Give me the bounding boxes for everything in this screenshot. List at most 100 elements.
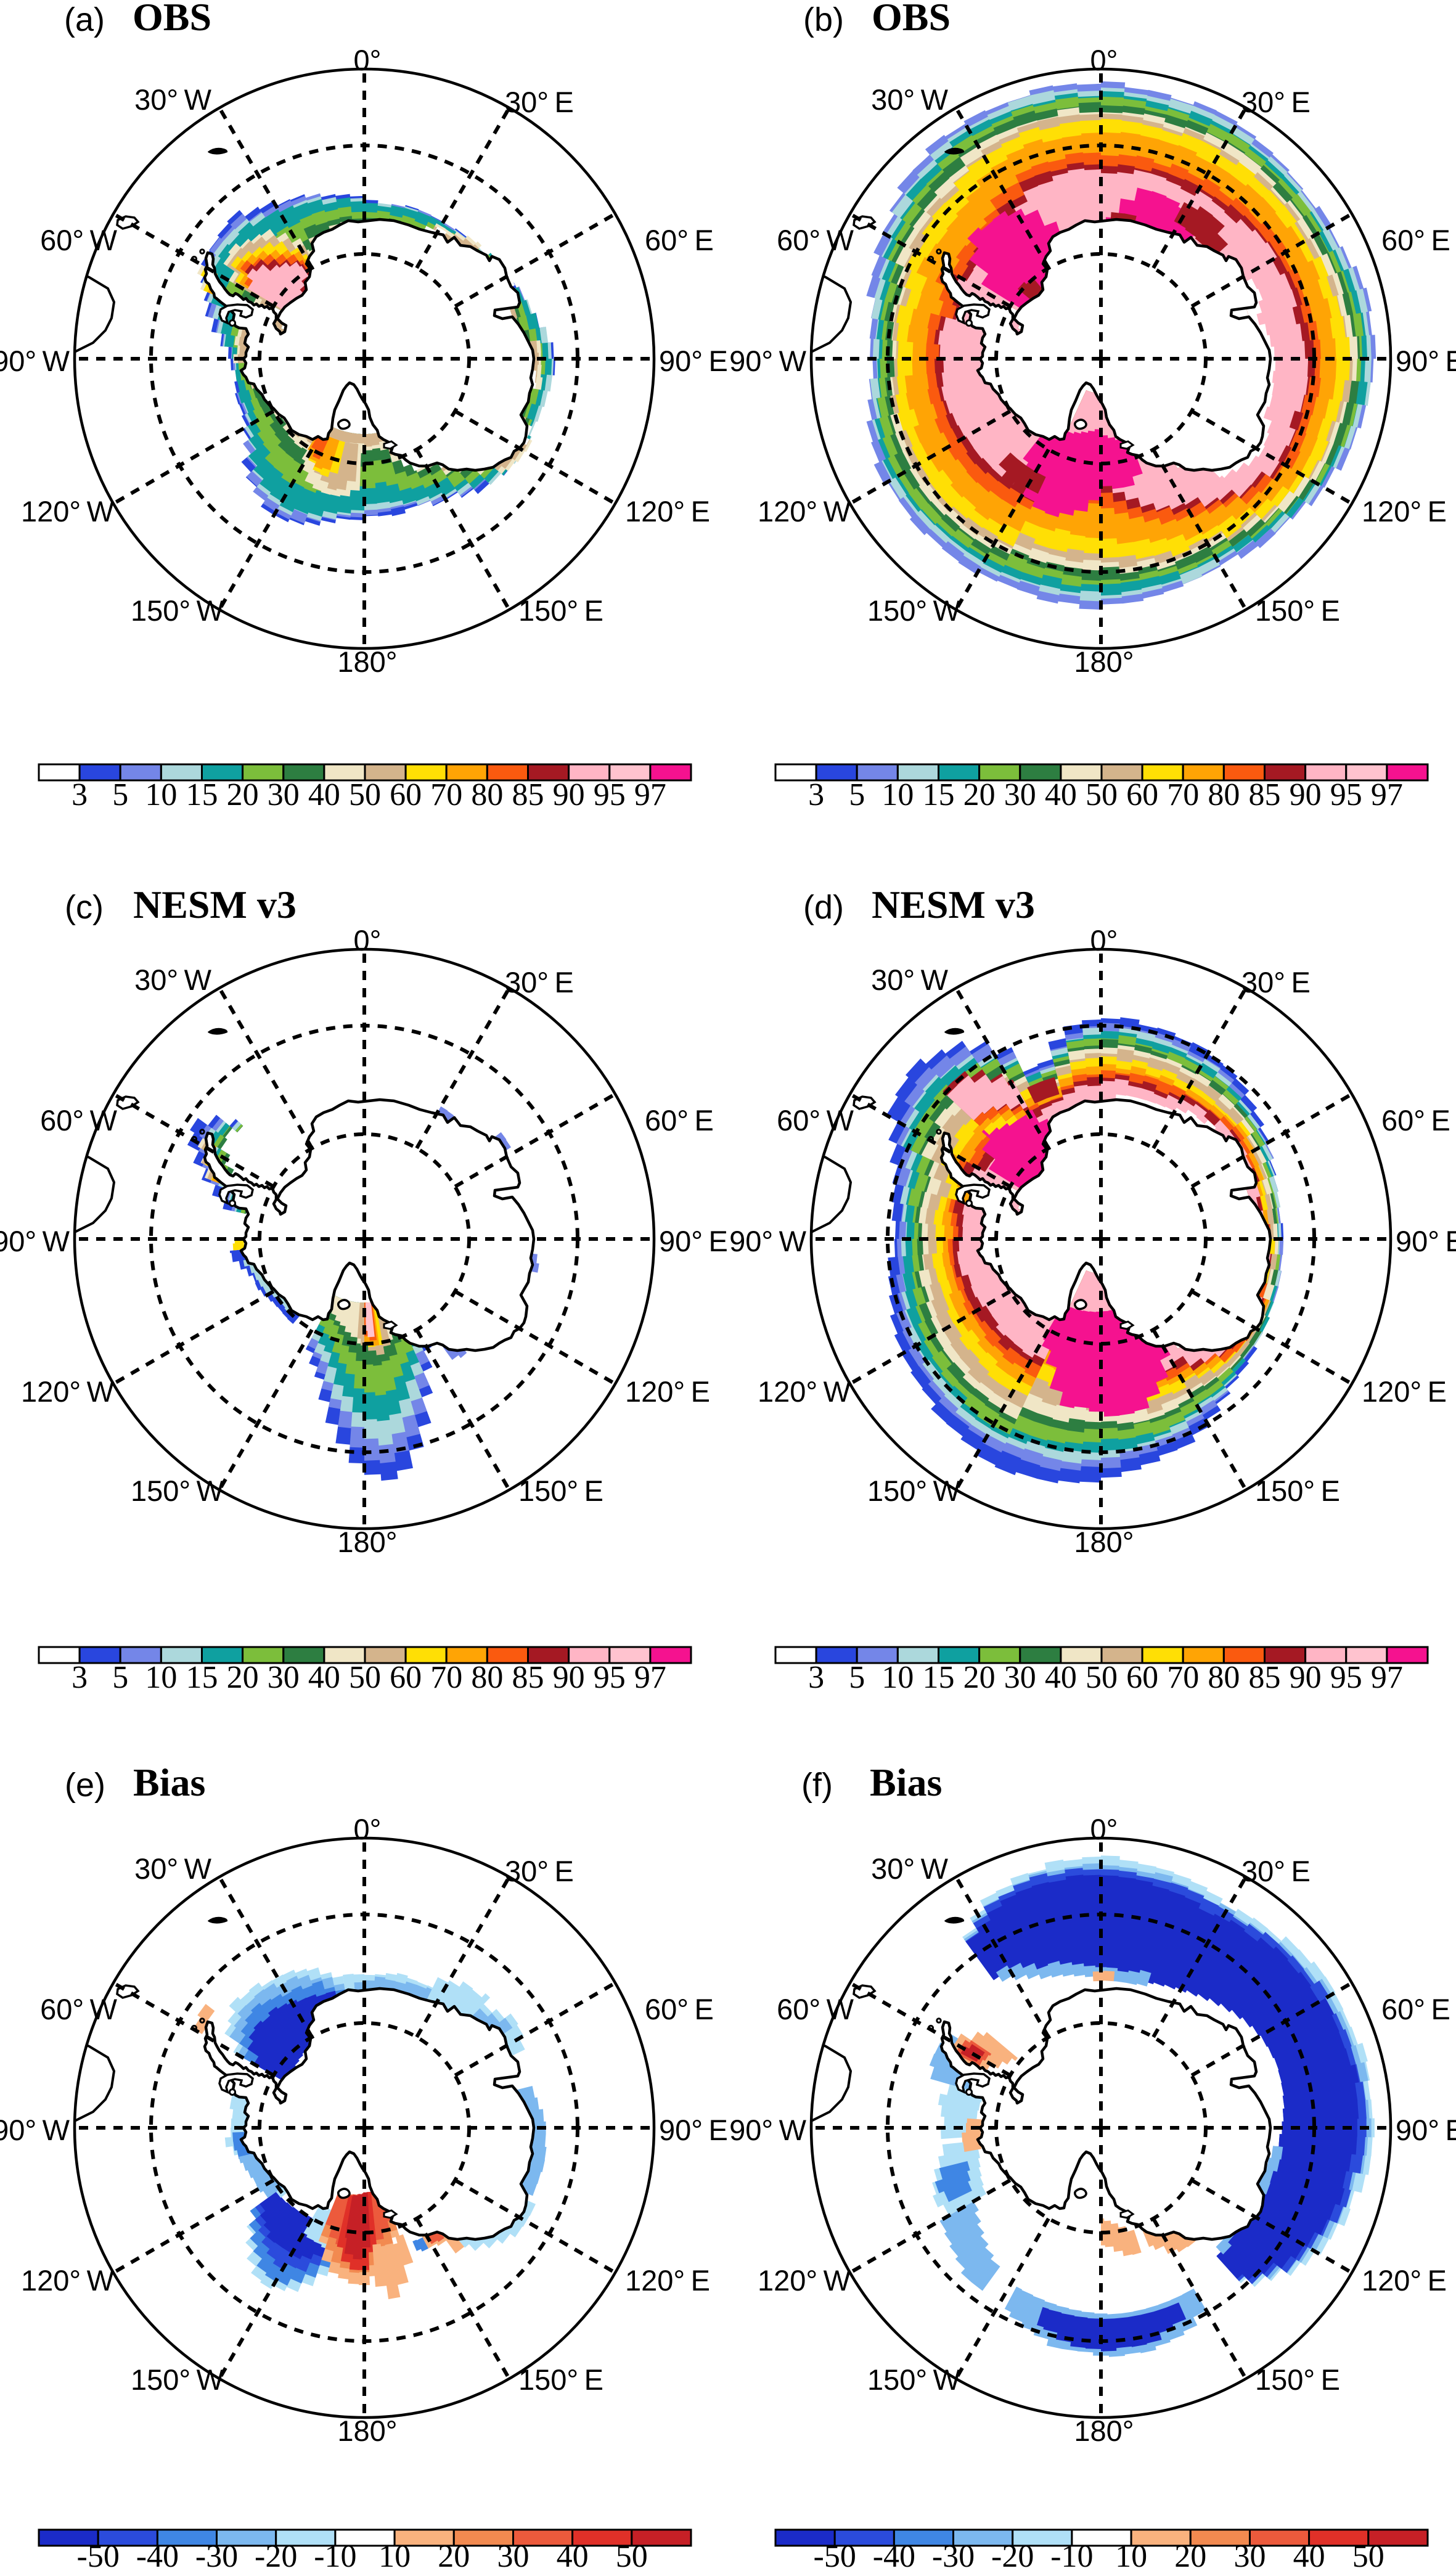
svg-text:85: 85 xyxy=(1249,1660,1281,1695)
svg-text:90° W: 90° W xyxy=(0,1225,70,1257)
svg-text:50: 50 xyxy=(1352,2539,1384,2568)
svg-text:50: 50 xyxy=(1086,1660,1118,1695)
svg-text:30° W: 30° W xyxy=(871,1852,948,1885)
svg-text:5: 5 xyxy=(112,777,128,812)
svg-text:Bias: Bias xyxy=(133,1760,205,1804)
svg-text:180°: 180° xyxy=(1074,2414,1134,2447)
svg-text:30: 30 xyxy=(268,777,300,812)
svg-text:90° W: 90° W xyxy=(729,2114,806,2146)
svg-text:90° E: 90° E xyxy=(659,1225,728,1257)
svg-text:(c): (c) xyxy=(65,889,104,926)
svg-text:150° W: 150° W xyxy=(867,2363,961,2396)
svg-text:0°: 0° xyxy=(354,44,382,76)
svg-text:120° E: 120° E xyxy=(625,1375,710,1408)
svg-text:180°: 180° xyxy=(337,2414,397,2447)
svg-text:60: 60 xyxy=(390,777,422,812)
svg-text:80: 80 xyxy=(1208,777,1240,812)
svg-text:-20: -20 xyxy=(991,2539,1034,2568)
svg-text:30: 30 xyxy=(1004,777,1036,812)
svg-text:30° E: 30° E xyxy=(505,1855,574,1887)
svg-text:-10: -10 xyxy=(1050,2539,1093,2568)
svg-text:3: 3 xyxy=(72,777,88,812)
svg-text:90: 90 xyxy=(553,777,585,812)
svg-text:90° E: 90° E xyxy=(659,345,728,377)
svg-text:5: 5 xyxy=(849,777,865,812)
svg-text:120° W: 120° W xyxy=(21,2264,115,2297)
svg-text:5: 5 xyxy=(849,1660,865,1695)
svg-text:OBS: OBS xyxy=(872,0,951,39)
svg-text:10: 10 xyxy=(881,777,914,812)
svg-text:30° W: 30° W xyxy=(871,963,948,996)
svg-text:150° E: 150° E xyxy=(518,1474,603,1507)
svg-text:20: 20 xyxy=(1174,2539,1206,2568)
svg-text:150° W: 150° W xyxy=(131,1474,224,1507)
svg-text:80: 80 xyxy=(471,777,503,812)
svg-text:60: 60 xyxy=(1126,1660,1158,1695)
svg-text:40: 40 xyxy=(308,777,340,812)
svg-text:10: 10 xyxy=(145,1660,177,1695)
svg-text:30: 30 xyxy=(1234,2539,1266,2568)
svg-text:30° E: 30° E xyxy=(1241,1855,1311,1887)
svg-text:95: 95 xyxy=(594,1660,626,1695)
svg-text:30° E: 30° E xyxy=(1241,86,1311,118)
svg-text:120° W: 120° W xyxy=(21,1375,115,1408)
svg-text:NESM v3: NESM v3 xyxy=(872,883,1035,926)
svg-text:90° E: 90° E xyxy=(1396,1225,1456,1257)
svg-text:97: 97 xyxy=(1371,1660,1403,1695)
svg-text:40: 40 xyxy=(1045,777,1077,812)
svg-text:60° E: 60° E xyxy=(645,224,714,256)
svg-text:180°: 180° xyxy=(1074,645,1134,678)
svg-text:97: 97 xyxy=(1371,777,1403,812)
svg-text:120° W: 120° W xyxy=(758,2264,851,2297)
svg-text:97: 97 xyxy=(634,777,666,812)
svg-text:95: 95 xyxy=(1330,777,1362,812)
svg-text:20: 20 xyxy=(227,777,259,812)
svg-text:85: 85 xyxy=(512,777,544,812)
svg-text:20: 20 xyxy=(963,1660,996,1695)
svg-text:150° E: 150° E xyxy=(1255,594,1340,627)
svg-text:3: 3 xyxy=(808,777,824,812)
svg-text:180°: 180° xyxy=(337,1526,397,1558)
svg-text:40: 40 xyxy=(557,2539,589,2568)
svg-text:60° E: 60° E xyxy=(1381,1993,1450,2025)
svg-text:70: 70 xyxy=(1167,777,1199,812)
svg-text:(a): (a) xyxy=(64,1,105,38)
svg-text:150° E: 150° E xyxy=(1255,1474,1340,1507)
svg-text:OBS: OBS xyxy=(133,0,211,39)
svg-text:180°: 180° xyxy=(337,645,397,678)
svg-text:50: 50 xyxy=(349,777,381,812)
svg-text:0°: 0° xyxy=(354,1813,382,1845)
svg-text:120° E: 120° E xyxy=(1362,495,1447,528)
svg-text:90° W: 90° W xyxy=(0,345,70,377)
svg-text:-30: -30 xyxy=(195,2539,238,2568)
svg-text:5: 5 xyxy=(112,1660,128,1695)
svg-text:40: 40 xyxy=(308,1660,340,1695)
svg-text:-20: -20 xyxy=(255,2539,297,2568)
svg-text:30: 30 xyxy=(497,2539,530,2568)
svg-text:150° E: 150° E xyxy=(518,2363,603,2396)
svg-text:(e): (e) xyxy=(65,1767,105,1804)
svg-text:150° W: 150° W xyxy=(867,594,961,627)
svg-text:120° E: 120° E xyxy=(625,2264,710,2297)
svg-text:(f): (f) xyxy=(801,1767,833,1804)
svg-text:-50: -50 xyxy=(814,2539,856,2568)
svg-text:60° W: 60° W xyxy=(40,224,117,256)
svg-text:150° W: 150° W xyxy=(867,1474,961,1507)
svg-text:70: 70 xyxy=(1167,1660,1199,1695)
svg-text:90: 90 xyxy=(553,1660,585,1695)
svg-text:90: 90 xyxy=(1290,1660,1322,1695)
svg-text:50: 50 xyxy=(616,2539,648,2568)
svg-text:90° E: 90° E xyxy=(659,2114,728,2146)
svg-text:3: 3 xyxy=(72,1660,88,1695)
svg-text:30° E: 30° E xyxy=(1241,966,1311,999)
svg-text:90° W: 90° W xyxy=(729,1225,806,1257)
svg-text:10: 10 xyxy=(378,2539,411,2568)
svg-text:-40: -40 xyxy=(873,2539,915,2568)
svg-text:60° E: 60° E xyxy=(1381,1104,1450,1137)
svg-text:0°: 0° xyxy=(1090,44,1118,76)
svg-text:80: 80 xyxy=(471,1660,503,1695)
svg-text:40: 40 xyxy=(1293,2539,1325,2568)
svg-text:30: 30 xyxy=(1004,1660,1036,1695)
svg-text:90° W: 90° W xyxy=(729,345,806,377)
svg-text:60° W: 60° W xyxy=(777,1993,854,2025)
